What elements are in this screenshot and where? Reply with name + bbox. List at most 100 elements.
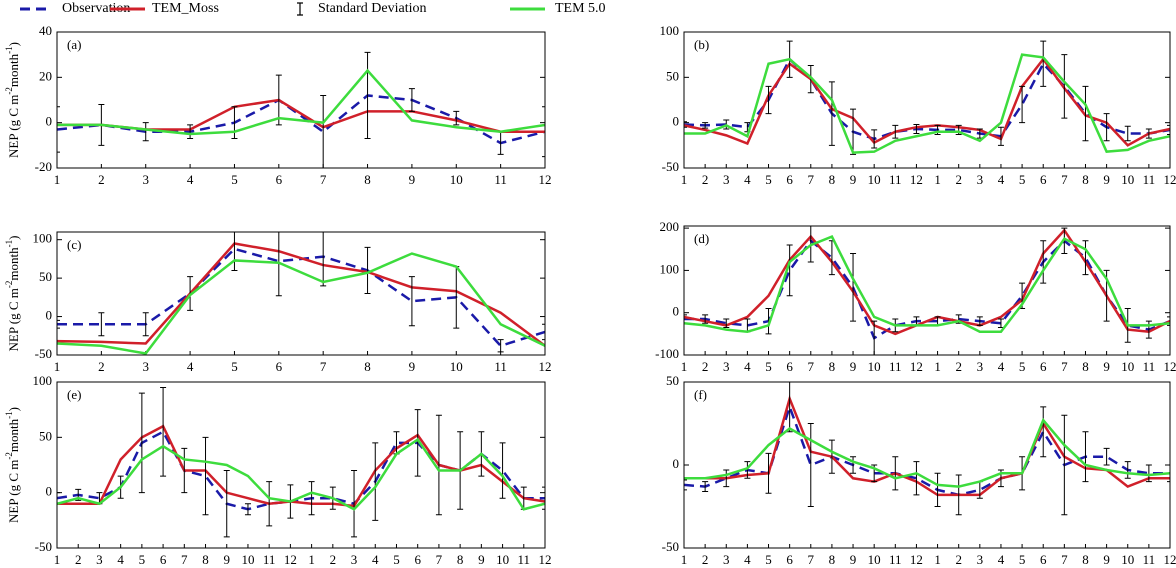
- y-tick-label: 0: [673, 456, 680, 471]
- error-bar: [684, 121, 687, 128]
- x-tick-label: 8: [364, 359, 371, 374]
- error-bar: [786, 382, 793, 433]
- x-tick-label: 10: [1121, 359, 1134, 374]
- x-tick-label: 3: [723, 359, 730, 374]
- x-tick-label: 4: [117, 552, 124, 567]
- error-bar: [892, 456, 899, 491]
- x-tick-label: 11: [889, 359, 902, 374]
- x-tick-label: 5: [231, 359, 238, 374]
- error-bar: [955, 474, 962, 516]
- axes-frame: [56, 31, 546, 169]
- error-bar: [1145, 320, 1152, 339]
- series-line: [684, 53, 1170, 154]
- x-tick-label: 11: [889, 552, 902, 567]
- y-tick-label: 40: [39, 23, 52, 38]
- y-axis-label-part: -2: [4, 87, 14, 95]
- error-bar: [1040, 406, 1047, 458]
- x-tick-label: 9: [1103, 359, 1110, 374]
- y-axis-label-part: NEP (g C m: [6, 460, 21, 523]
- error-bar: [1040, 40, 1047, 87]
- x-tick-label: 3: [96, 552, 103, 567]
- x-tick-label: 3: [723, 552, 730, 567]
- x-tick-label: 9: [409, 359, 416, 374]
- axes-frame: [683, 31, 1171, 169]
- error-bar: [871, 320, 878, 355]
- y-axis-label-part: ): [6, 42, 21, 46]
- error-bar: [497, 339, 504, 353]
- y-axis-label-part: NEP (g C m: [6, 95, 21, 158]
- y-axis-label-part: -1: [4, 240, 14, 248]
- x-tick-label: 1: [681, 172, 688, 187]
- error-bar: [1167, 316, 1170, 326]
- y-axis-label: NEP (g C m-2month-1): [4, 407, 21, 523]
- x-tick-label: 5: [765, 359, 772, 374]
- y-tick-label: 0: [673, 114, 680, 129]
- x-tick-label: 11: [263, 552, 276, 567]
- x-tick-label: 1: [54, 552, 61, 567]
- x-tick-label: 1: [681, 552, 688, 567]
- x-tick-label: 2: [75, 552, 82, 567]
- error-bar: [160, 387, 167, 477]
- panel-label: (c): [67, 237, 81, 252]
- error-bar: [142, 122, 149, 142]
- x-tick-label: 5: [139, 552, 146, 567]
- x-tick-label: 8: [457, 552, 464, 567]
- legend-label: Standard Deviation: [318, 1, 426, 16]
- error-bar: [765, 85, 772, 115]
- y-axis-label-part: NEP (g C m: [6, 288, 21, 351]
- series-line: [684, 394, 1170, 497]
- y-tick-label: -50: [35, 539, 52, 554]
- error-bar: [542, 323, 545, 341]
- x-tick-label: 4: [998, 552, 1005, 567]
- x-tick-label: 11: [1143, 552, 1156, 567]
- error-bar: [351, 470, 358, 538]
- x-tick-label: 12: [910, 552, 923, 567]
- y-axis-label-part: month: [6, 53, 21, 87]
- x-tick-label: 4: [187, 172, 194, 187]
- error-bar: [1103, 447, 1110, 466]
- series-line: [57, 424, 545, 508]
- x-tick-label: 2: [955, 172, 962, 187]
- x-tick-label: 7: [1061, 552, 1068, 567]
- y-tick-label: -50: [662, 539, 679, 554]
- x-tick-label: 2: [955, 552, 962, 567]
- error-bar: [807, 226, 814, 263]
- x-tick-label: 8: [364, 172, 371, 187]
- x-tick-label: 6: [414, 552, 421, 567]
- plot-area: [684, 226, 1170, 355]
- x-tick-label: 11: [1143, 359, 1156, 374]
- x-tick-label: 12: [539, 359, 552, 374]
- error-bar: [244, 503, 251, 516]
- x-tick-label: 10: [1121, 172, 1134, 187]
- series-line: [684, 239, 1170, 340]
- error-bar: [181, 447, 188, 494]
- error-bar: [98, 312, 105, 337]
- panel-label: (e): [67, 387, 81, 402]
- error-bar: [997, 126, 1004, 146]
- plot-area: [57, 232, 545, 355]
- y-tick-label: -50: [662, 159, 679, 174]
- x-tick-label: 9: [1103, 552, 1110, 567]
- x-tick-label: 10: [241, 552, 254, 567]
- legend: Observation TEM_Moss Standard Deviation TEM…: [20, 1, 606, 16]
- error-bar: [266, 481, 273, 527]
- error-bar: [1167, 124, 1170, 135]
- x-tick-label: 5: [1019, 172, 1026, 187]
- y-tick-label: 50: [39, 428, 52, 443]
- error-bar: [913, 461, 920, 496]
- error-bar: [414, 409, 421, 477]
- x-tick-label: 7: [436, 552, 443, 567]
- error-bar: [499, 442, 506, 499]
- x-tick-label: 12: [1164, 359, 1176, 374]
- x-tick-label: 1: [54, 359, 61, 374]
- y-tick-label: 200: [660, 219, 680, 234]
- error-bar: [723, 469, 730, 488]
- error-bar: [231, 106, 238, 140]
- x-tick-label: 7: [1061, 172, 1068, 187]
- series-line: [684, 57, 1170, 147]
- x-tick-label: 8: [829, 172, 836, 187]
- error-bar: [223, 470, 230, 538]
- plot-area: [684, 382, 1170, 516]
- axes-frame: [56, 231, 546, 356]
